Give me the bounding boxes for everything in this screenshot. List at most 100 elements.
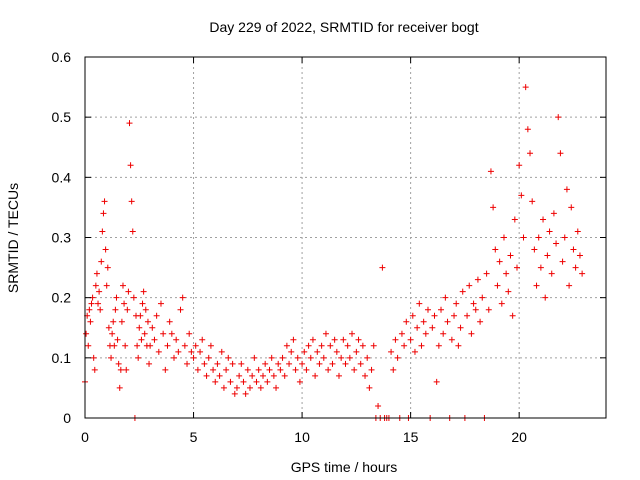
grid [85,57,606,418]
data-point [559,258,566,265]
data-point [149,324,156,331]
data-point [113,294,120,301]
data-point [99,228,106,235]
data-point [173,336,180,343]
data-point [201,360,208,367]
y-tick-label: 0.2 [52,290,72,306]
data-point [303,366,310,373]
data-point [344,342,351,349]
data-point [118,318,125,325]
data-point [544,252,551,259]
data-point [422,330,429,337]
x-tick-label: 10 [294,429,310,445]
data-point [355,336,362,343]
y-tick-label: 0.6 [52,49,72,65]
data-point [146,360,153,367]
data-point [153,312,160,319]
data-point [110,318,117,325]
data-point [268,354,275,361]
data-point [257,384,264,391]
data-point [442,294,449,301]
data-point [83,330,90,337]
data-point [137,312,144,319]
y-tick-label: 0 [63,410,71,426]
data-point [375,402,382,409]
data-point [177,306,184,313]
data-point [448,336,455,343]
data-point [184,360,191,367]
data-point [260,372,267,379]
data-point [411,348,418,355]
y-tick-label: 0.5 [52,109,72,125]
data-point [290,336,297,343]
data-point [86,306,93,313]
data-point [464,312,471,319]
data-point [468,330,475,337]
data-point [392,336,399,343]
data-point [236,372,243,379]
data-point [327,342,334,349]
data-point [420,318,427,325]
data-point [572,264,579,271]
data-point [229,360,236,367]
data-point [459,288,466,295]
data-point [429,324,436,331]
data-point [338,354,345,361]
data-point [264,378,271,385]
data-point [359,342,366,349]
data-point [398,330,405,337]
data-point [139,300,146,307]
data-point [109,330,116,337]
data-point [218,348,225,355]
data-point [138,336,145,343]
y-tick-label: 0.4 [52,169,72,185]
data-point [574,228,581,235]
data-point [101,198,108,205]
data-point [388,348,395,355]
x-tick-label: 15 [403,429,419,445]
data-point [227,378,234,385]
data-point [305,342,312,349]
data-point [273,384,280,391]
data-point [104,264,111,271]
data-point [563,186,570,193]
data-point [457,324,464,331]
data-point [108,354,115,361]
data-point [435,342,442,349]
x-axis-label: GPS time / hours [291,459,398,475]
data-point [553,240,560,247]
data-point [100,210,107,217]
data-point [409,312,416,319]
data-point [205,354,212,361]
data-point [490,204,497,211]
data-point [570,246,577,253]
data-point [279,354,286,361]
data-point [424,306,431,313]
data-point [451,312,458,319]
data-point [194,366,201,373]
data-point [522,84,529,91]
data-point [207,342,214,349]
data-point [210,366,217,373]
data-point [127,162,134,169]
data-point [142,306,149,313]
data-point [275,360,282,367]
data-point [92,282,99,289]
data-point [366,384,373,391]
data-point [249,372,256,379]
data-point [524,126,531,133]
data-point [122,342,129,349]
data-point [487,168,494,175]
data-point [147,342,154,349]
data-point [91,366,98,373]
data-point [144,318,151,325]
x-tick-label: 0 [81,429,89,445]
data-point [105,324,112,331]
data-point [121,300,128,307]
data-point [157,300,164,307]
data-point [309,336,316,343]
data-point [364,354,371,361]
data-point [255,366,262,373]
data-point [288,348,295,355]
data-point [286,360,293,367]
